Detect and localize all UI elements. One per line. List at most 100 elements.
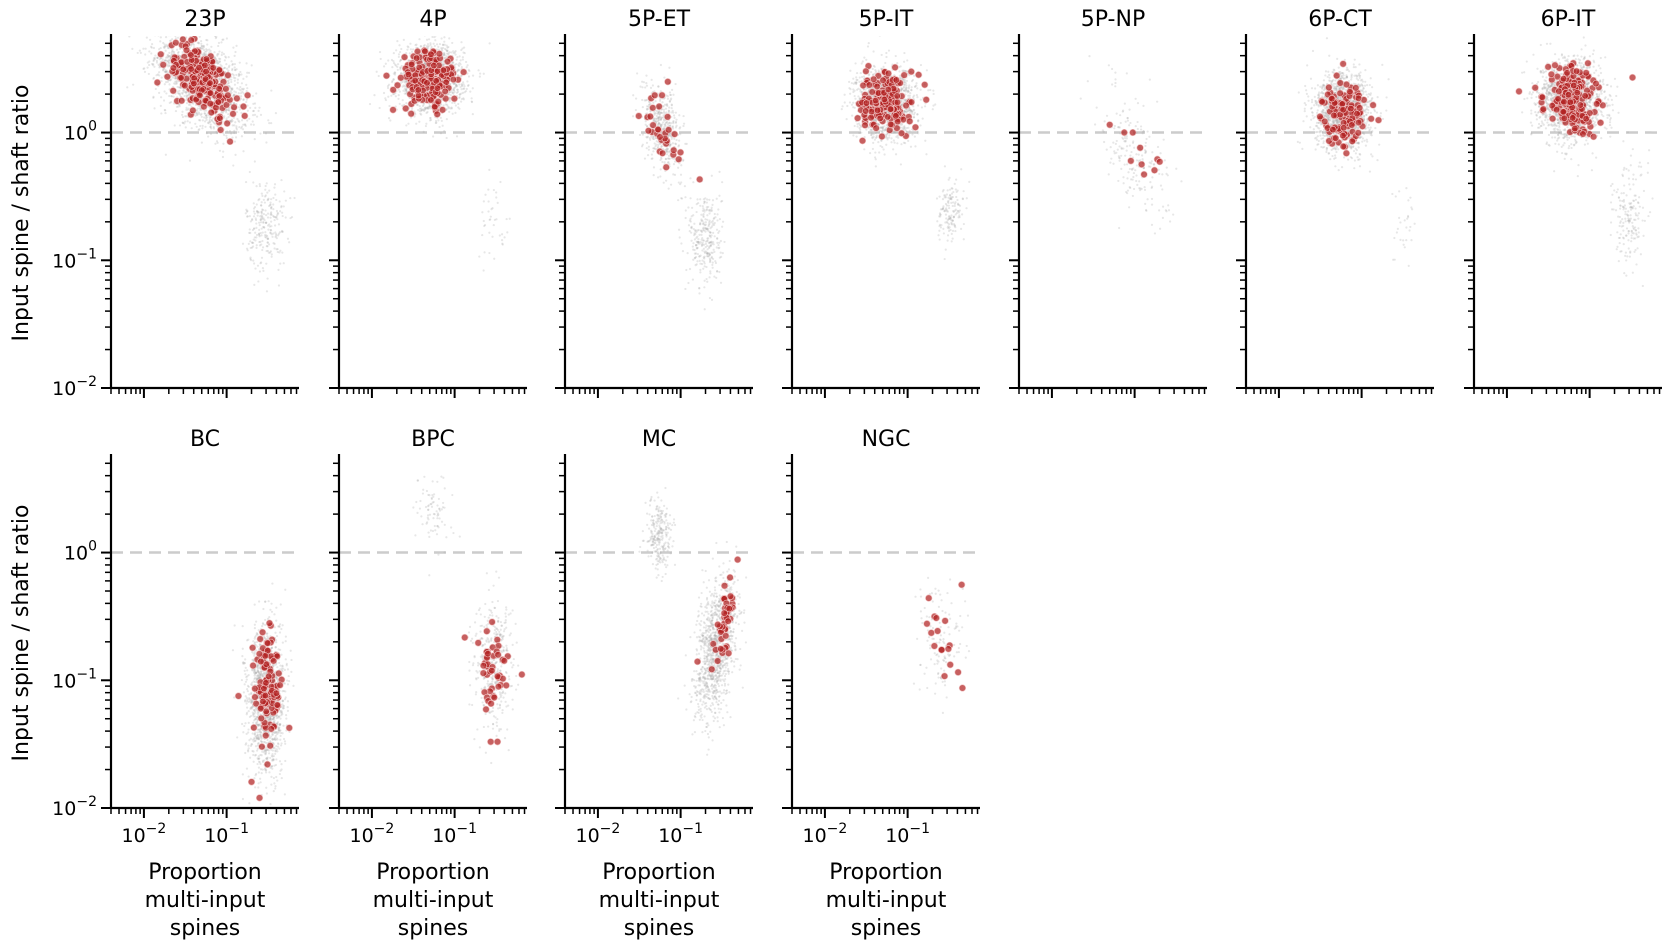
highlight-point — [169, 64, 178, 72]
background-point — [690, 226, 693, 229]
highlight-point — [389, 86, 397, 94]
background-point — [267, 251, 270, 254]
background-point — [181, 113, 184, 116]
background-point — [657, 85, 660, 88]
background-point — [668, 157, 671, 160]
background-point — [646, 125, 649, 128]
background-point — [656, 112, 659, 116]
background-point — [232, 74, 235, 77]
background-point — [262, 226, 266, 229]
background-point — [270, 255, 273, 258]
background-point — [144, 53, 147, 56]
background-point — [155, 59, 158, 62]
background-point — [690, 231, 693, 234]
background-point — [644, 99, 647, 102]
background-point — [454, 104, 457, 107]
background-point — [491, 235, 494, 238]
background-point — [674, 121, 677, 124]
background-point — [663, 119, 666, 122]
background-point — [257, 280, 260, 283]
background-point — [706, 280, 709, 283]
background-point — [249, 246, 252, 250]
highlight-point — [407, 60, 416, 68]
background-point — [712, 243, 715, 246]
background-point — [216, 53, 219, 56]
background-point — [705, 277, 708, 281]
background-point — [445, 55, 448, 58]
background-point — [468, 69, 471, 73]
background-point — [430, 45, 433, 49]
background-point — [709, 272, 712, 275]
background-point — [424, 108, 427, 111]
background-point — [445, 117, 448, 121]
highlight-point — [230, 103, 238, 111]
background-point — [179, 16, 181, 18]
background-point — [631, 115, 635, 118]
background-point — [665, 153, 669, 156]
background-point — [673, 116, 676, 119]
background-point — [704, 250, 707, 253]
background-point — [194, 114, 197, 117]
background-point — [269, 212, 273, 215]
background-point — [265, 262, 268, 265]
background-point — [158, 29, 160, 31]
background-point — [270, 253, 273, 256]
background-point — [171, 32, 173, 34]
background-point — [418, 107, 422, 110]
background-point — [212, 127, 215, 130]
background-point — [453, 90, 456, 94]
background-point — [280, 230, 284, 233]
background-point — [669, 98, 672, 101]
background-point — [281, 214, 284, 218]
background-point — [655, 140, 658, 143]
background-point — [666, 95, 669, 98]
background-point — [228, 130, 232, 133]
background-point — [478, 255, 481, 258]
background-point — [668, 66, 671, 69]
background-point — [256, 211, 259, 214]
background-point — [255, 210, 259, 213]
background-point — [720, 200, 723, 203]
background-point — [416, 103, 419, 107]
background-point — [648, 137, 651, 140]
background-point — [667, 110, 671, 113]
y-tick-label: 10−1 — [52, 246, 97, 272]
background-point — [265, 249, 268, 253]
background-point — [458, 69, 461, 72]
background-point — [237, 130, 240, 134]
background-point — [415, 122, 418, 125]
background-point — [392, 60, 395, 63]
background-point — [262, 217, 265, 220]
background-point — [645, 74, 648, 77]
background-point — [154, 30, 156, 32]
background-point — [198, 112, 201, 115]
background-point — [709, 244, 712, 247]
background-point — [450, 51, 453, 54]
background-point — [399, 50, 402, 54]
background-point — [184, 90, 187, 94]
background-point — [435, 121, 438, 124]
background-point — [251, 120, 254, 123]
background-point — [398, 44, 401, 47]
background-point — [645, 84, 649, 87]
background-point — [667, 109, 670, 112]
background-point — [266, 191, 269, 194]
background-point — [180, 29, 182, 31]
background-point — [657, 145, 660, 149]
highlight-point — [442, 95, 450, 103]
background-point — [164, 70, 167, 73]
background-point — [255, 236, 258, 239]
background-point — [172, 82, 176, 85]
background-point — [233, 63, 236, 66]
background-point — [697, 242, 700, 245]
background-point — [165, 92, 168, 95]
background-point — [262, 220, 265, 224]
background-point — [671, 88, 674, 91]
background-point — [652, 137, 655, 141]
background-point — [388, 104, 391, 108]
background-point — [202, 45, 205, 48]
background-point — [164, 49, 167, 52]
background-point — [148, 63, 151, 67]
highlight-point — [389, 106, 397, 114]
background-point — [205, 48, 208, 51]
